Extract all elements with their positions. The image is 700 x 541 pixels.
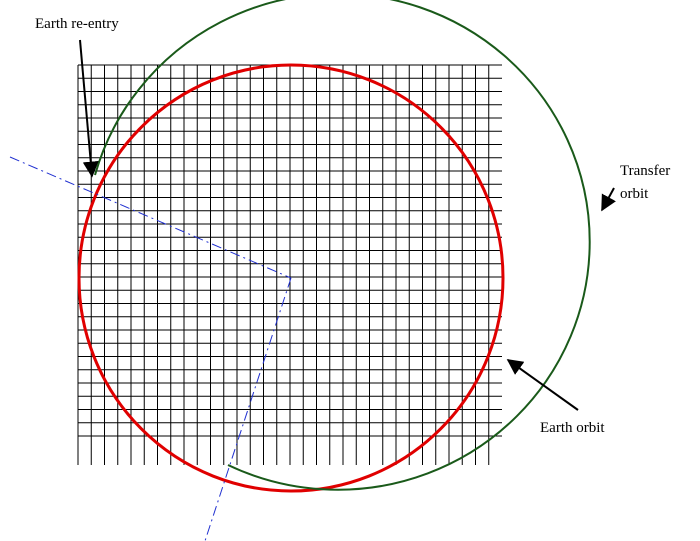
transfer-label: Transfer — [620, 163, 670, 179]
radius-line — [204, 277, 292, 541]
arrow — [506, 359, 579, 411]
earth-orbit — [77, 63, 505, 493]
arrow — [79, 39, 99, 178]
reentry-label: Earth re-entry — [35, 16, 119, 32]
transfer-orbit — [94, 0, 591, 491]
radius-line — [9, 156, 292, 279]
arrow — [601, 187, 616, 212]
transfer-label: orbit — [620, 186, 649, 202]
earth-orbit-label: Earth orbit — [540, 420, 605, 436]
